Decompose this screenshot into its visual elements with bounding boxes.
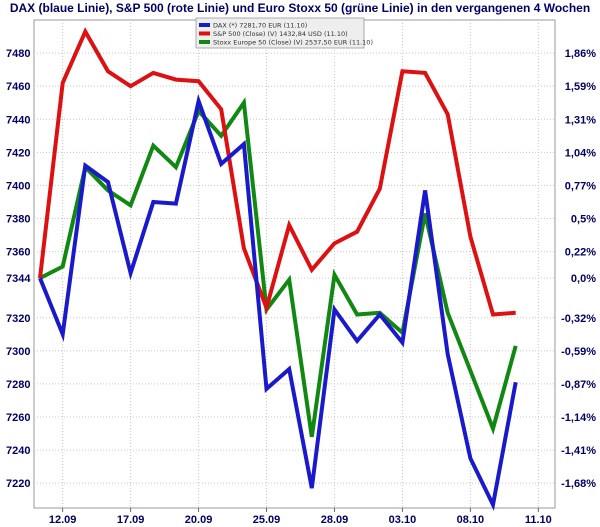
plot-frame	[33, 19, 556, 509]
y-tick-label-right: 1,31%	[565, 114, 596, 126]
y-tick-label-left: 7480	[6, 48, 30, 60]
y-tick-label-left: 7380	[6, 214, 30, 226]
y-tick-label-right: 0,5%	[571, 214, 596, 226]
y-tick-label-right: -1,41%	[561, 445, 596, 457]
y-tick-label-right: -0,59%	[561, 346, 596, 358]
x-tick-label: 12.09	[49, 514, 77, 526]
legend: DAX (*) 7281,70 EUR (11.10)S&P 500 (Clos…	[195, 17, 373, 49]
y-tick-label-left: 7260	[6, 412, 30, 424]
y-tick-label-left: 7220	[6, 478, 30, 490]
x-tick-label: 20.09	[185, 514, 213, 526]
x-tick-label: 17.09	[117, 514, 145, 526]
y-tick-label-left: 7420	[6, 147, 30, 159]
grid	[33, 19, 556, 509]
y-tick-label-right: 0,22%	[565, 247, 596, 259]
y-tick-label-right: 0,0%	[571, 273, 596, 285]
legend-entry-sp500: S&P 500 (Close) (V) 1432,84 USD (11.10)	[213, 30, 348, 38]
series-line-sp500	[38, 27, 516, 317]
x-tick-label: 08.10	[457, 514, 485, 526]
y-tick-label-right: 1,04%	[565, 147, 596, 159]
x-tick-label: 25.09	[253, 514, 281, 526]
legend-entry-stoxx: Stoxx Europe 50 (Close) (V) 2537,50 EUR …	[213, 39, 373, 47]
series-lines	[38, 27, 518, 512]
y-tick-label-right: -0,87%	[561, 379, 596, 391]
y-tick-label-left: 7460	[6, 81, 30, 93]
y-tick-label-left: 7300	[6, 346, 30, 358]
y-tick-label-right: 1,59%	[565, 81, 596, 93]
y-tick-label-left: 7400	[6, 180, 30, 192]
legend-box	[195, 17, 365, 49]
y-tick-label-left: 7240	[6, 445, 30, 457]
legend-entry-dax: DAX (*) 7281,70 EUR (11.10)	[213, 22, 307, 30]
x-tick-label: 03.10	[389, 514, 417, 526]
y-tick-label-left: 7344	[6, 273, 31, 285]
series-line-dax	[38, 93, 518, 512]
x-tick-label: 28.09	[321, 514, 349, 526]
y-tick-label-left: 7360	[6, 247, 30, 259]
y-tick-label-right: -1,14%	[561, 412, 596, 424]
y-tick-label-left: 7440	[6, 114, 30, 126]
y-tick-label-left: 7320	[6, 313, 30, 325]
y-tick-label-left: 7280	[6, 379, 30, 391]
y-tick-label-right: -0,32%	[561, 313, 596, 325]
y-tick-label-right: 1,86%	[565, 48, 596, 60]
chart-title: DAX (blaue Linie), S&P 500 (rote Linie) …	[10, 1, 590, 15]
y-tick-label-right: -1,68%	[561, 478, 596, 490]
y-tick-label-right: 0,77%	[565, 180, 596, 192]
axes: 7220 7240 7260 7280 7300 7320 7344 7360 7380 7400…	[6, 48, 596, 526]
x-tick-label: 11.10	[525, 514, 552, 526]
